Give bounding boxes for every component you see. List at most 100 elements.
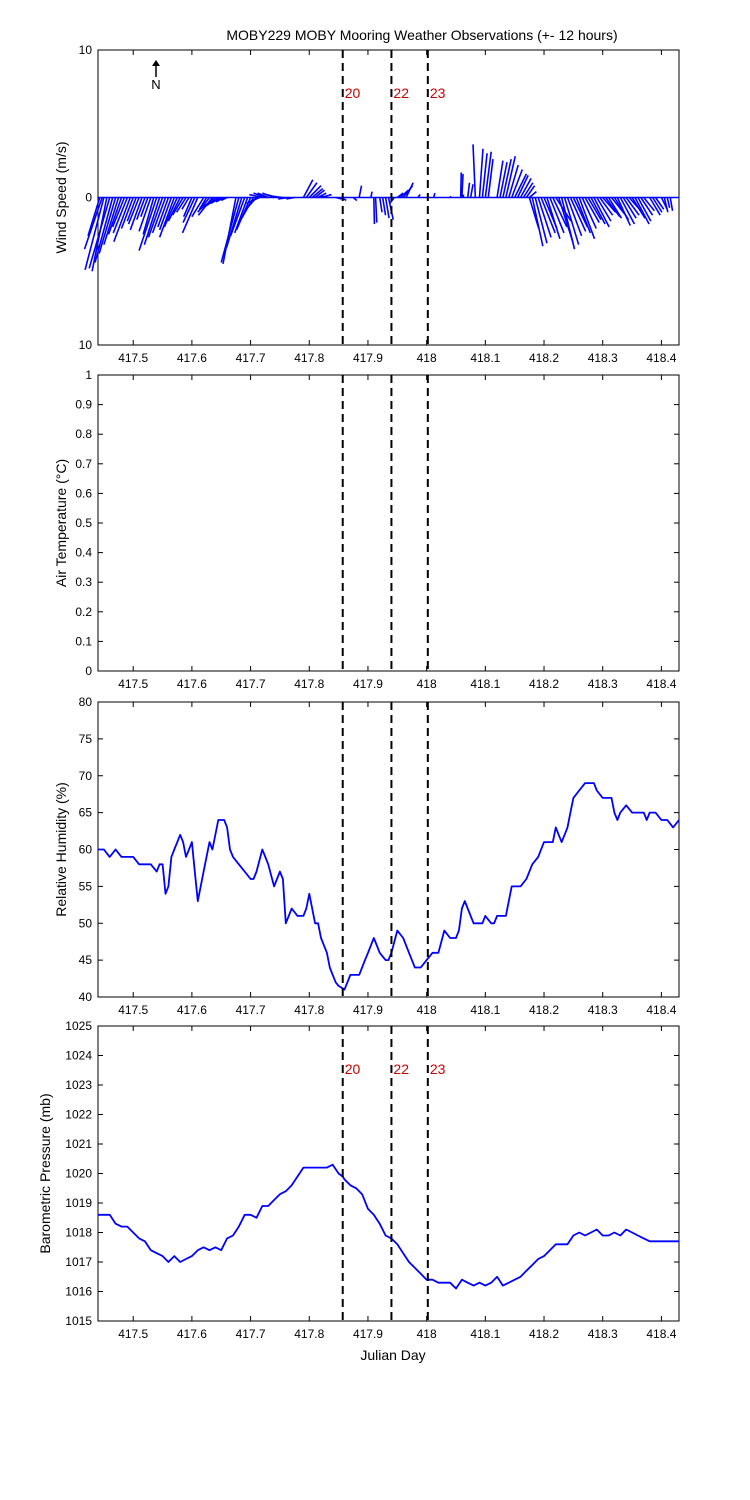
- wind-stick: [602, 196, 617, 213]
- wind-stick: [522, 182, 534, 198]
- wind-stick: [381, 197, 387, 216]
- wind-stick: [563, 197, 580, 245]
- wind-stick: [531, 197, 544, 247]
- y-axis-label: Air Temperature (°C): [53, 459, 69, 587]
- x-tick-label: 417.9: [353, 1003, 383, 1017]
- wind-stick: [643, 197, 655, 212]
- wind-stick: [320, 195, 328, 199]
- x-tick-label: 417.6: [177, 1003, 207, 1017]
- wind-stick: [599, 197, 614, 216]
- wind-stick: [126, 197, 137, 222]
- wind-stick: [502, 158, 512, 198]
- wind-stick: [417, 194, 421, 198]
- y-tick-label: 1015: [65, 1314, 92, 1328]
- x-tick-label: 418.3: [588, 351, 618, 365]
- wind-stick: [604, 197, 621, 218]
- wind-stick: [271, 195, 283, 199]
- wind-stick: [373, 197, 376, 225]
- x-axis-label: Julian Day: [360, 1347, 425, 1363]
- y-tick-label: 1018: [65, 1226, 92, 1240]
- wind-stick: [246, 196, 260, 205]
- wind-stick: [581, 197, 597, 229]
- wind-stick: [634, 197, 650, 225]
- panel-barometric-pressure: 417.5 417.6 417.7 417.8 417.9 418 418.1 418.2 41…: [37, 1019, 680, 1341]
- x-tick-label: 417.9: [353, 677, 383, 691]
- wind-stick: [461, 173, 464, 198]
- x-tick-label: 418.2: [529, 1003, 559, 1017]
- wind-stick: [648, 197, 661, 216]
- wind-stick: [257, 192, 269, 199]
- wind-stick: [314, 189, 326, 199]
- wind-stick: [286, 196, 295, 200]
- wind-stick: [140, 197, 149, 217]
- y-tick-label: 0.6: [75, 486, 92, 500]
- wind-stick: [578, 197, 596, 240]
- wind-stick: [528, 190, 537, 199]
- x-tick-label: 417.8: [294, 677, 324, 691]
- x-tick-label: 417.7: [236, 677, 266, 691]
- y-tick-label: 1016: [65, 1285, 92, 1299]
- wind-stick: [163, 197, 178, 228]
- wind-stick: [158, 197, 176, 238]
- x-tick-label: 418.2: [529, 1327, 559, 1341]
- wind-stick: [622, 197, 637, 219]
- y-tick-label: 45: [79, 953, 93, 967]
- x-tick-label: 418.1: [470, 1003, 500, 1017]
- y-tick-label: 10: [79, 338, 93, 352]
- wind-stick: [352, 196, 358, 202]
- wind-stick: [484, 151, 492, 198]
- wind-stick: [197, 197, 211, 213]
- y-tick-label: 1020: [65, 1167, 92, 1181]
- wind-stick: [182, 197, 193, 217]
- wind-stick: [537, 197, 552, 238]
- wind-stick: [669, 197, 674, 211]
- wind-stick: [120, 197, 134, 229]
- wind-stick: [138, 197, 152, 232]
- x-tick-label: 417.8: [294, 1327, 324, 1341]
- wind-stick: [143, 197, 161, 245]
- wind-stick: [496, 160, 504, 198]
- wind-stick: [135, 197, 146, 220]
- x-tick-label: 418.3: [588, 1003, 618, 1017]
- y-tick-label: 1024: [65, 1049, 92, 1063]
- x-tick-label: 418: [417, 351, 437, 365]
- wind-stick: [305, 182, 318, 198]
- wind-stick: [127, 197, 140, 225]
- y-axis-label: Barometric Pressure (mb): [37, 1093, 53, 1253]
- y-tick-label: 1: [85, 368, 92, 382]
- wind-stick: [637, 197, 652, 222]
- y-tick-label: 70: [79, 769, 93, 783]
- x-tick-label: 418.2: [529, 677, 559, 691]
- wind-stick: [113, 197, 132, 243]
- y-tick-label: 1019: [65, 1196, 92, 1210]
- wind-stick: [374, 197, 378, 223]
- x-tick-label: 418.3: [588, 677, 618, 691]
- marker-label-23: 23: [430, 1061, 446, 1077]
- wind-stick: [566, 197, 583, 237]
- wind-stick: [94, 197, 114, 263]
- wind-stick: [499, 161, 508, 198]
- x-tick-label: 418.3: [588, 1327, 618, 1341]
- wind-stick: [335, 196, 342, 200]
- wind-stick: [302, 179, 314, 198]
- wind-stick: [111, 197, 126, 228]
- x-tick-label: 417.6: [177, 1327, 207, 1341]
- wind-stick: [534, 197, 548, 244]
- wind-stick: [142, 197, 155, 235]
- wind-stick: [233, 197, 249, 234]
- x-tick-label: 417.6: [177, 351, 207, 365]
- wind-stick: [107, 197, 123, 235]
- wind-stick: [513, 173, 528, 198]
- figure-title: MOBY229 MOBY Mooring Weather Observation…: [226, 27, 617, 43]
- wind-stick: [157, 197, 170, 228]
- wind-stick: [651, 197, 663, 213]
- y-axis-label: Wind Speed (m/s): [53, 141, 69, 253]
- panel-relative-humidity: 417.5 417.6 417.7 417.8 417.9 418 418.1 418.2 41…: [53, 695, 680, 1017]
- y-tick-label: 0.7: [75, 457, 92, 471]
- wind-stick: [549, 197, 565, 234]
- wind-stick: [466, 182, 471, 198]
- y-tick-label: 65: [79, 806, 93, 820]
- wind-stick: [103, 197, 120, 245]
- wind-stick: [555, 197, 572, 222]
- wind-stick: [370, 191, 373, 198]
